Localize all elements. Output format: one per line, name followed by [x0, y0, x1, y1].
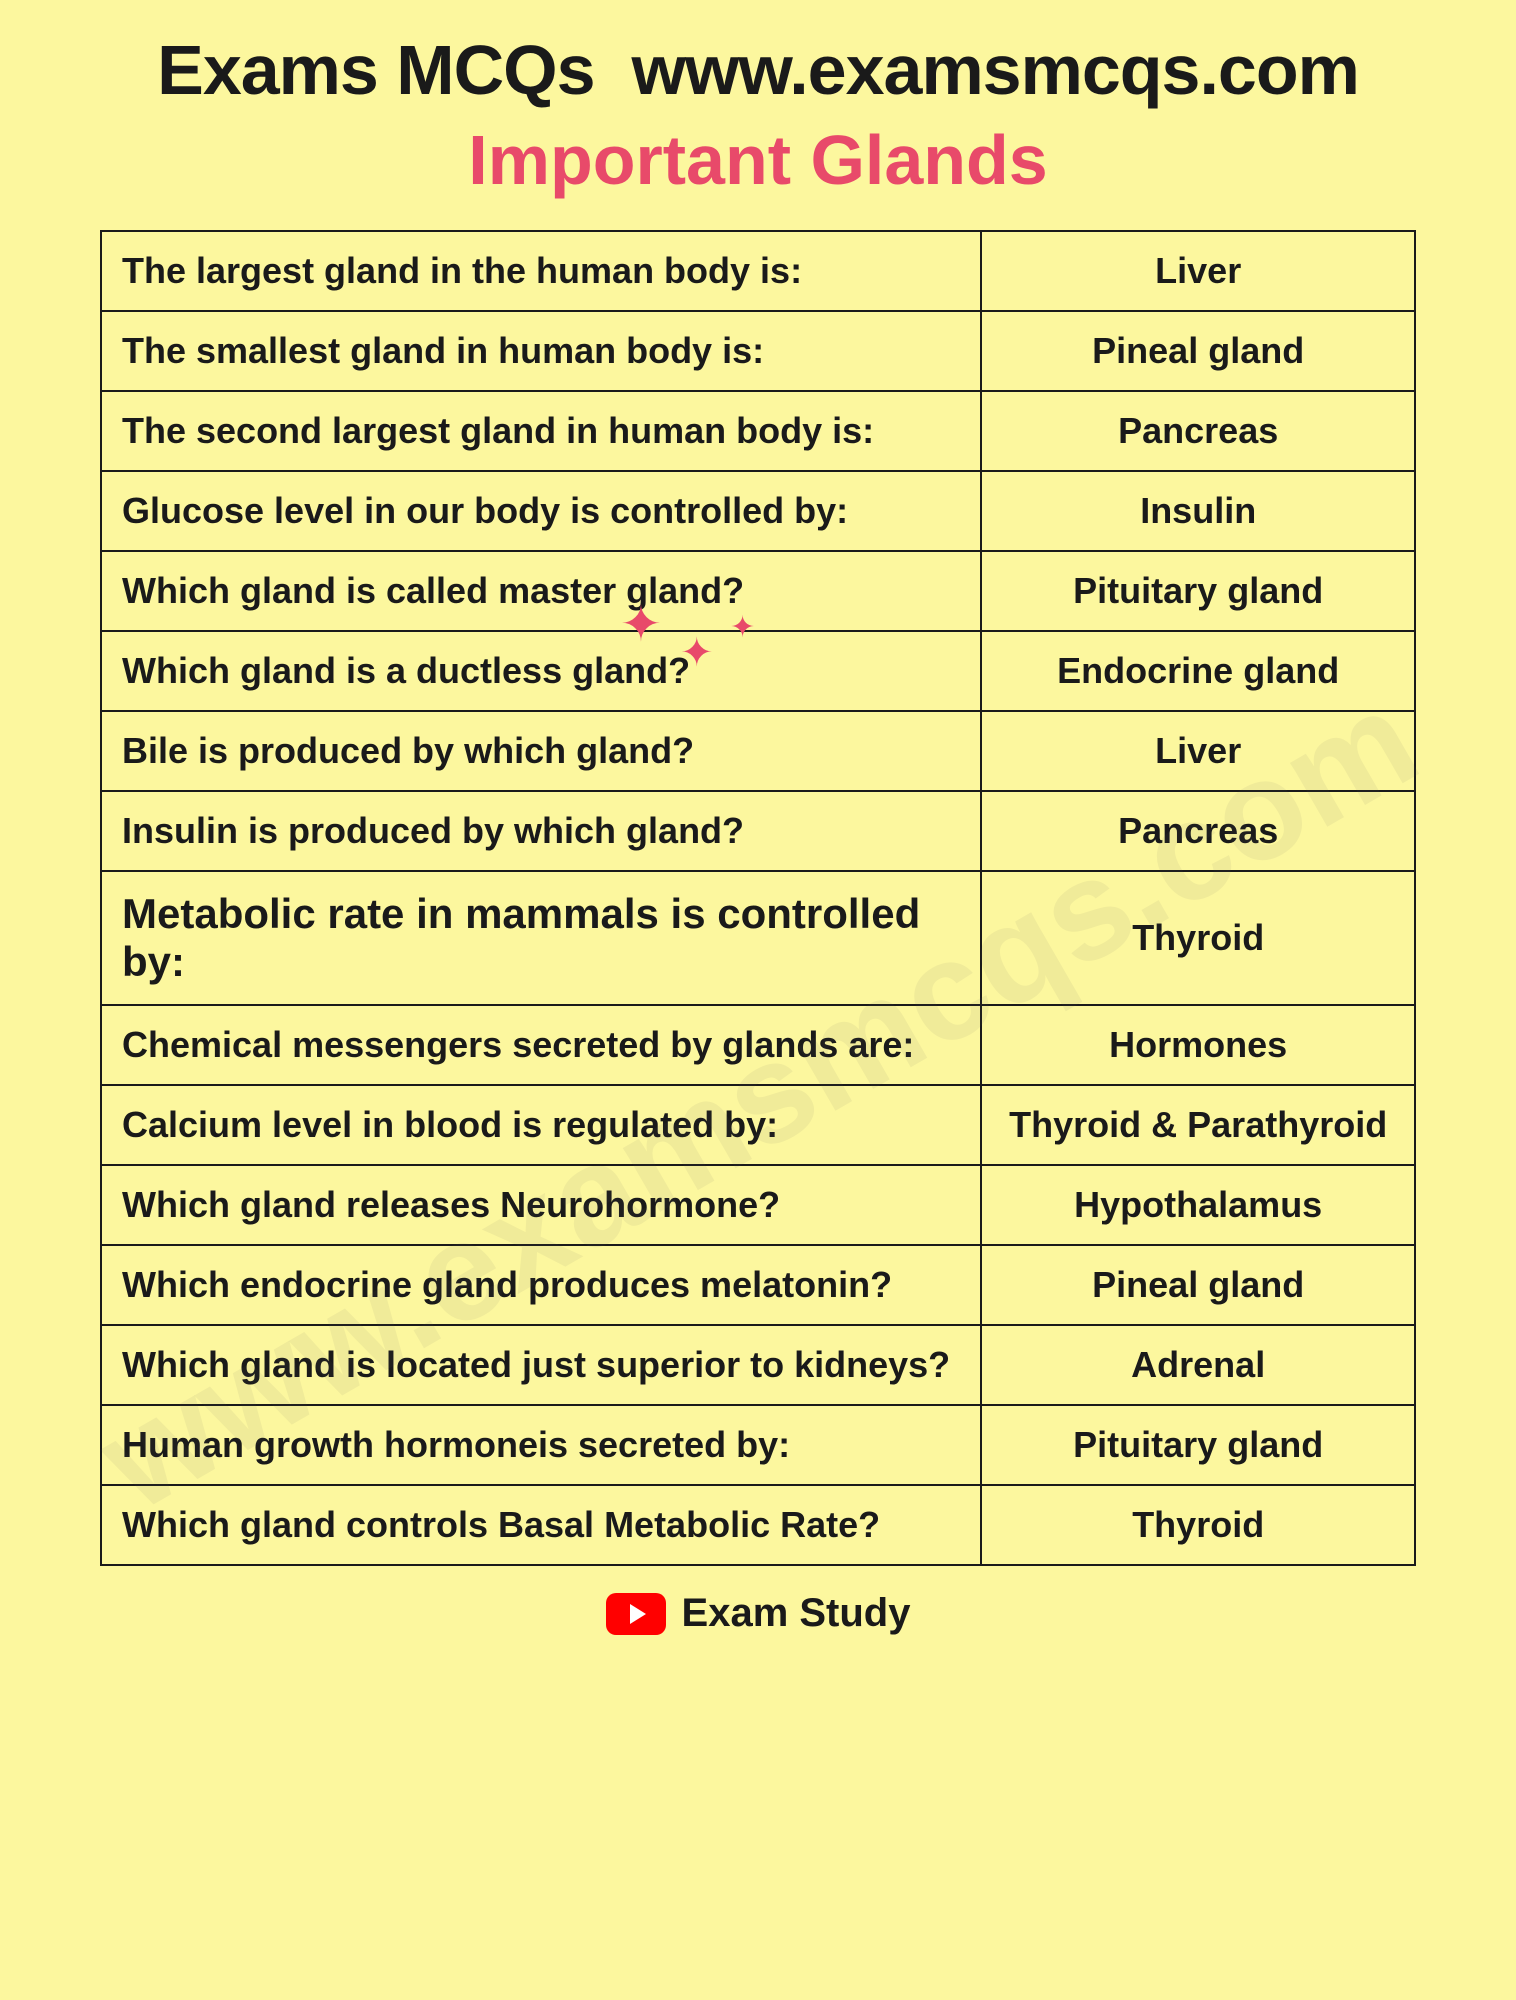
answer-cell: Thyroid: [981, 871, 1415, 1005]
answer-cell: Hormones: [981, 1005, 1415, 1085]
question-cell: Which endocrine gland produces melatonin…: [101, 1245, 981, 1325]
answer-cell: Pineal gland: [981, 311, 1415, 391]
answer-cell: Thyroid: [981, 1485, 1415, 1565]
footer-channel-name: Exam Study: [682, 1591, 911, 1636]
answer-cell: Thyroid & Parathyroid: [981, 1085, 1415, 1165]
answer-cell: Liver: [981, 231, 1415, 311]
table-row: Metabolic rate in mammals is controlled …: [101, 871, 1415, 1005]
answer-cell: Pancreas: [981, 391, 1415, 471]
header-line-1: Exams MCQs www.examsmcqs.com: [0, 30, 1516, 110]
question-cell: The second largest gland in human body i…: [101, 391, 981, 471]
page-title: Important Glands: [0, 120, 1516, 200]
page-footer: Exam Study: [0, 1591, 1516, 1636]
table-row: Chemical messengers secreted by glands a…: [101, 1005, 1415, 1085]
answer-cell: Liver: [981, 711, 1415, 791]
youtube-icon: [606, 1593, 666, 1635]
table-row: Which endocrine gland produces melatonin…: [101, 1245, 1415, 1325]
question-cell: Calcium level in blood is regulated by:: [101, 1085, 981, 1165]
table-row: Which gland controls Basal Metabolic Rat…: [101, 1485, 1415, 1565]
answer-cell: Pancreas: [981, 791, 1415, 871]
answer-cell: Adrenal: [981, 1325, 1415, 1405]
site-name: Exams MCQs: [157, 31, 594, 109]
question-cell: Which gland controls Basal Metabolic Rat…: [101, 1485, 981, 1565]
answer-cell: Pituitary gland: [981, 551, 1415, 631]
page-header: Exams MCQs www.examsmcqs.com Important G…: [0, 0, 1516, 210]
site-url: www.examsmcqs.com: [631, 31, 1358, 109]
answer-cell: Pineal gland: [981, 1245, 1415, 1325]
answer-cell: Endocrine gland: [981, 631, 1415, 711]
table-row: The second largest gland in human body i…: [101, 391, 1415, 471]
table-row: Which gland is a ductless gland?Endocrin…: [101, 631, 1415, 711]
table-row: The smallest gland in human body is:Pine…: [101, 311, 1415, 391]
question-cell: Bile is produced by which gland?: [101, 711, 981, 791]
table-row: Which gland releases Neurohormone?Hypoth…: [101, 1165, 1415, 1245]
question-cell: The smallest gland in human body is:: [101, 311, 981, 391]
question-cell: Glucose level in our body is controlled …: [101, 471, 981, 551]
glands-table: The largest gland in the human body is:L…: [100, 230, 1416, 1566]
answer-cell: Insulin: [981, 471, 1415, 551]
answer-cell: Hypothalamus: [981, 1165, 1415, 1245]
question-cell: Which gland releases Neurohormone?: [101, 1165, 981, 1245]
question-cell: Insulin is produced by which gland?: [101, 791, 981, 871]
table-row: Insulin is produced by which gland?Pancr…: [101, 791, 1415, 871]
question-cell: The largest gland in the human body is:: [101, 231, 981, 311]
question-cell: Chemical messengers secreted by glands a…: [101, 1005, 981, 1085]
table-row: Human growth hormoneis secreted by:Pitui…: [101, 1405, 1415, 1485]
glands-table-container: The largest gland in the human body is:L…: [0, 210, 1516, 1566]
table-row: Bile is produced by which gland?Liver: [101, 711, 1415, 791]
question-cell: Which gland is located just superior to …: [101, 1325, 981, 1405]
question-cell: Human growth hormoneis secreted by:: [101, 1405, 981, 1485]
question-cell: Metabolic rate in mammals is controlled …: [101, 871, 981, 1005]
table-row: Glucose level in our body is controlled …: [101, 471, 1415, 551]
table-row: Which gland is located just superior to …: [101, 1325, 1415, 1405]
table-row: Which gland is called master gland?Pitui…: [101, 551, 1415, 631]
table-row: The largest gland in the human body is:L…: [101, 231, 1415, 311]
table-row: Calcium level in blood is regulated by:T…: [101, 1085, 1415, 1165]
question-cell: Which gland is called master gland?: [101, 551, 981, 631]
question-cell: Which gland is a ductless gland?: [101, 631, 981, 711]
answer-cell: Pituitary gland: [981, 1405, 1415, 1485]
